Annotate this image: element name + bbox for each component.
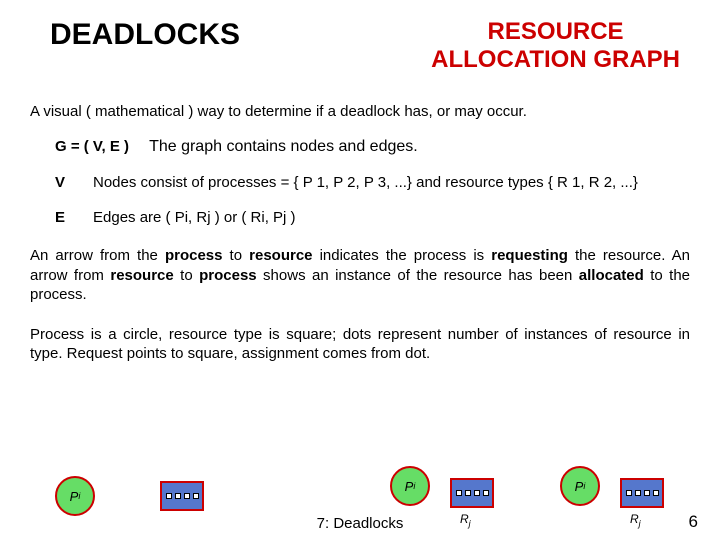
resource-instance-dot	[184, 493, 190, 499]
process-node-3: Pi	[560, 466, 600, 506]
resource-instance-dot	[456, 490, 462, 496]
resource-instance-dot	[644, 490, 650, 496]
intro-text: A visual ( mathematical ) way to determi…	[0, 83, 720, 120]
resource-instance-dot	[474, 490, 480, 496]
footer-center: 7: Deadlocks	[317, 515, 404, 532]
resource-instance-dot	[175, 493, 181, 499]
resource-instance-dot	[465, 490, 471, 496]
process-node-2: Pi	[390, 466, 430, 506]
paragraph-shapes: Process is a circle, resource type is sq…	[0, 305, 720, 364]
page-title-right: RESOURCE ALLOCATION GRAPH	[431, 18, 680, 73]
page-title-left: DEADLOCKS	[50, 18, 240, 52]
definition-v: V Nodes consist of processes = { P 1, P …	[0, 156, 720, 191]
e-text: Edges are ( Pi, Rj ) or ( Ri, Pj )	[93, 209, 296, 226]
resource-instance-dot	[626, 490, 632, 496]
process-node-1: Pi	[55, 476, 95, 516]
resource-node-1	[160, 481, 204, 511]
resource-instance-dot	[193, 493, 199, 499]
resource-instance-dot	[635, 490, 641, 496]
resource-label-2: Rj	[460, 512, 471, 528]
g-label: G = ( V, E )	[55, 138, 129, 156]
resource-instance-dot	[483, 490, 489, 496]
definition-g: G = ( V, E ) The graph contains nodes an…	[0, 120, 720, 156]
resource-instance-dot	[653, 490, 659, 496]
v-text: Nodes consist of processes = { P 1, P 2,…	[93, 174, 638, 191]
definition-e: E Edges are ( Pi, Rj ) or ( Ri, Pj )	[0, 191, 720, 226]
paragraph-arrows: An arrow from the process to resource in…	[0, 226, 720, 305]
page-number: 6	[689, 512, 698, 532]
e-label: E	[55, 209, 75, 226]
resource-node-2	[450, 478, 494, 508]
title-right-line1: RESOURCE	[488, 18, 624, 45]
resource-instance-dot	[166, 493, 172, 499]
resource-node-3	[620, 478, 664, 508]
resource-label-3: Rj	[630, 512, 641, 528]
title-right-line2: ALLOCATION GRAPH	[431, 46, 680, 73]
v-label: V	[55, 174, 75, 191]
g-text: The graph contains nodes and edges.	[149, 138, 418, 156]
